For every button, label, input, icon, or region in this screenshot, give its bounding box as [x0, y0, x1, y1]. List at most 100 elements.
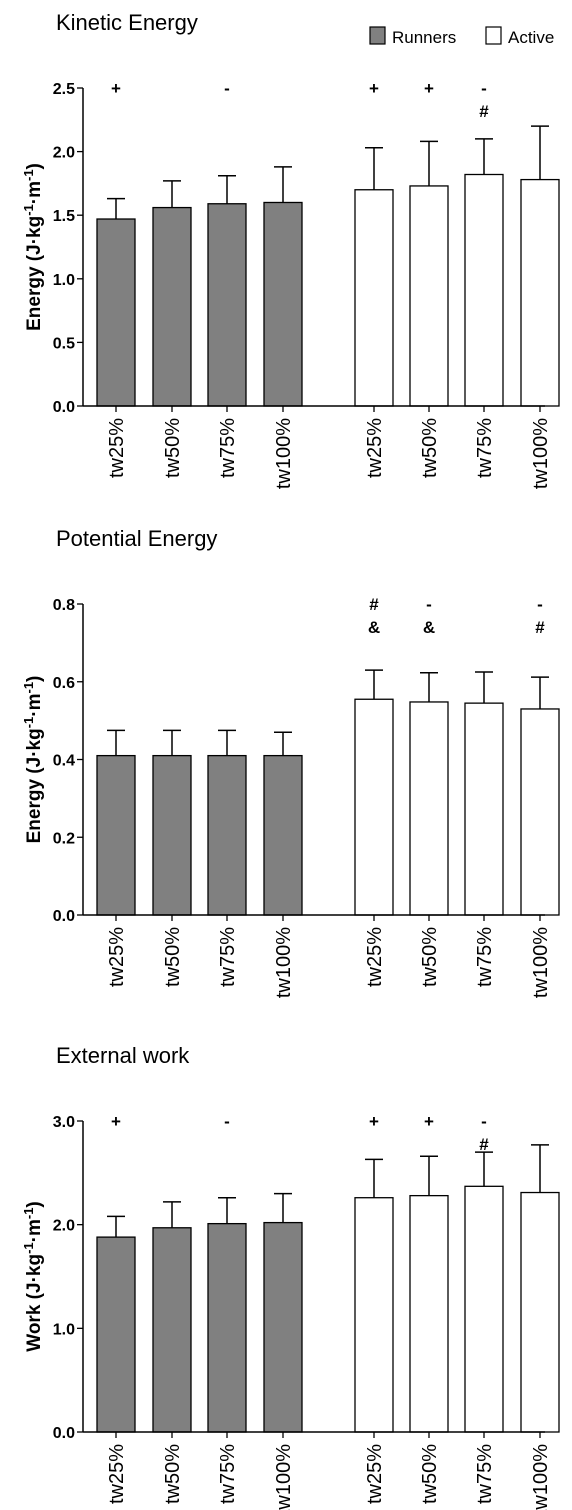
x-tick-label: tw50%	[419, 418, 441, 478]
y-tick-label: 2.0	[53, 145, 75, 162]
x-tick-label: tw50%	[162, 418, 184, 478]
x-tick-label: tw75%	[474, 418, 496, 478]
x-tick-label: tw50%	[419, 1444, 441, 1504]
bar-runners-tw50	[152, 1227, 192, 1433]
bar-runners-tw50	[152, 754, 192, 916]
bar-active-tw75	[464, 702, 504, 916]
y-axis-label-superscript: -1	[21, 1208, 36, 1220]
y-axis-label-superscript: -1	[21, 204, 36, 216]
y-axis-label: Energy (J·kg-1·m-1)	[21, 163, 46, 331]
y-tick-label: 1.5	[53, 208, 75, 225]
x-tick-label: tw25%	[364, 927, 386, 987]
significance-marker: +	[369, 79, 379, 98]
significance-marker: #	[535, 618, 545, 637]
significance-marker: -	[224, 1112, 230, 1131]
bar-runners-tw100	[263, 201, 303, 407]
x-tick-label: tw100%	[530, 1444, 552, 1510]
x-tick-label: tw25%	[106, 927, 128, 987]
y-axis-label: Energy (J·kg-1·m-1)	[21, 676, 46, 844]
y-axis-label-part: )	[24, 1201, 45, 1207]
y-tick-label: 0.6	[53, 675, 75, 692]
significance-marker: +	[111, 79, 121, 98]
y-tick-label: 0.8	[53, 597, 75, 614]
y-axis-label-part: Energy (J·kg	[24, 728, 45, 843]
x-tick-label: tw75%	[217, 927, 239, 987]
legend: Runners Active	[369, 26, 554, 47]
significance-marker: +	[369, 1112, 379, 1131]
bar-active-tw50	[409, 1194, 449, 1433]
significance-marker: &	[368, 618, 380, 637]
bar-runners-tw100	[263, 754, 303, 916]
y-axis-label-part: )	[24, 676, 45, 682]
bar-active-tw50	[409, 701, 449, 916]
x-tick-label: tw50%	[419, 927, 441, 987]
bar-active-tw75	[464, 1185, 504, 1433]
bar-active-tw100	[520, 1191, 560, 1433]
x-tick-label: tw25%	[106, 418, 128, 478]
chart-panel-2: Potential Energy tw25% tw50% tw75% tw100% # & t…	[21, 526, 560, 998]
bar-active-tw25	[354, 189, 394, 407]
x-tick-label: tw100%	[530, 927, 552, 998]
significance-marker: +	[424, 1112, 434, 1131]
y-tick-label: 1.0	[53, 1321, 75, 1338]
y-axis-label: Work (J·kg-1·m-1)	[21, 1201, 46, 1352]
bar-active-tw50	[409, 185, 449, 407]
y-tick-label: 2.0	[53, 1218, 75, 1235]
x-tick-label: tw75%	[474, 927, 496, 987]
significance-marker: #	[479, 1135, 489, 1154]
y-tick-label: 1.0	[53, 272, 75, 289]
significance-marker: -	[426, 595, 432, 614]
bar-runners-tw100	[263, 1221, 303, 1433]
x-tick-label: tw100%	[530, 418, 552, 489]
bar-runners-tw75	[207, 203, 247, 407]
significance-marker: -	[224, 79, 230, 98]
x-tick-label: tw75%	[217, 418, 239, 478]
significance-marker: +	[111, 1112, 121, 1131]
y-tick-label: 0.0	[53, 1425, 75, 1442]
bar-active-tw25	[354, 698, 394, 916]
x-tick-label: tw50%	[162, 927, 184, 987]
x-tick-label: tw25%	[364, 1444, 386, 1504]
y-axis-label-superscript: -1	[21, 717, 36, 729]
x-tick-label: tw100%	[273, 418, 295, 489]
bar-runners-tw25	[96, 754, 136, 916]
y-axis-label-superscript: -1	[21, 1242, 36, 1254]
y-tick-label: 0.2	[53, 830, 75, 847]
x-tick-label: tw25%	[364, 418, 386, 478]
x-tick-label: tw100%	[273, 927, 295, 998]
y-axis-label-part: ·m	[24, 1219, 45, 1242]
bar-runners-tw25	[96, 1236, 136, 1433]
chart-title: Kinetic Energy	[56, 10, 198, 35]
legend-swatch-active	[485, 26, 502, 45]
significance-marker: -	[537, 595, 543, 614]
y-axis-label-superscript: -1	[21, 682, 36, 694]
bar-active-tw75	[464, 173, 504, 407]
bar-runners-tw50	[152, 206, 192, 407]
legend-label-active: Active	[508, 28, 554, 47]
y-axis-label-part: Energy (J·kg	[24, 216, 45, 331]
chart-title: External work	[56, 1043, 190, 1068]
y-tick-label: 2.5	[53, 81, 75, 98]
y-axis-label-superscript: -1	[21, 169, 36, 181]
significance-marker: -	[481, 79, 487, 98]
significance-marker: #	[479, 102, 489, 121]
y-tick-label: 0.0	[53, 399, 75, 416]
bar-active-tw100	[520, 178, 560, 407]
significance-marker: -	[481, 1112, 487, 1131]
x-tick-label: tw75%	[474, 1444, 496, 1504]
chart-panel-1: Kinetic Energy + tw25% tw50% - tw75% tw100% + tw…	[21, 10, 560, 489]
bar-runners-tw75	[207, 754, 247, 916]
y-tick-label: 0.0	[53, 908, 75, 925]
bar-runners-tw75	[207, 1222, 247, 1433]
y-axis-label-part: Work (J·kg	[24, 1254, 45, 1352]
x-tick-label: tw75%	[217, 1444, 239, 1504]
bar-active-tw25	[354, 1197, 394, 1433]
x-tick-label: tw100%	[273, 1444, 295, 1510]
legend-swatch-runners	[369, 26, 386, 45]
chart-panel-3: External work + tw25% tw50% - tw75% tw100% + tw2…	[21, 1043, 560, 1510]
significance-marker: #	[369, 595, 379, 614]
x-tick-label: tw25%	[106, 1444, 128, 1504]
y-tick-label: 0.5	[53, 335, 75, 352]
y-tick-label: 3.0	[53, 1114, 75, 1131]
